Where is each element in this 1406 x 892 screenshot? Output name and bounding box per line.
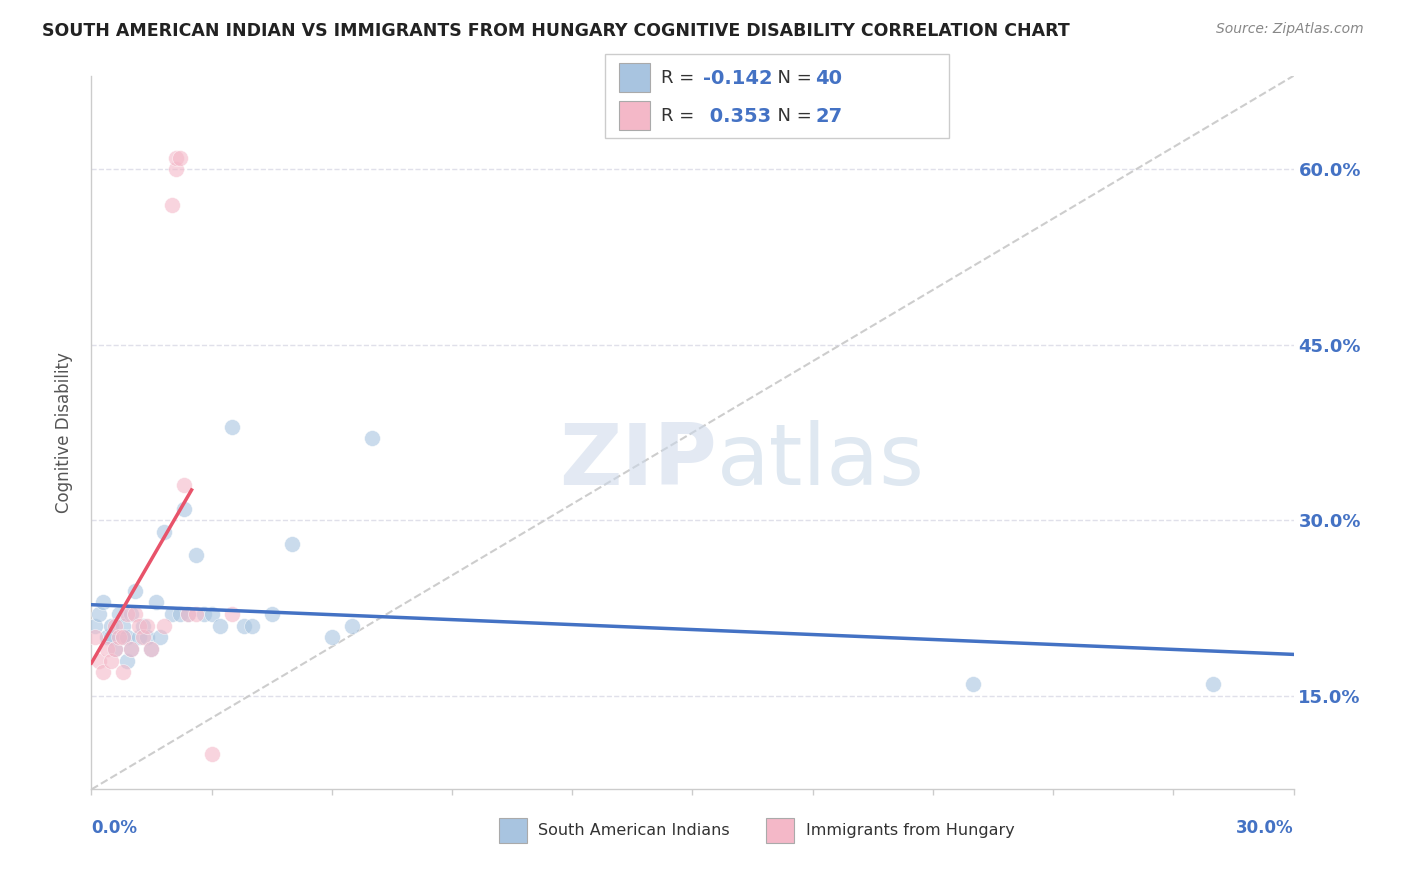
Text: Immigrants from Hungary: Immigrants from Hungary bbox=[806, 823, 1014, 838]
Point bbox=[89, 607, 111, 621]
Point bbox=[173, 501, 195, 516]
Point bbox=[112, 631, 135, 645]
Point bbox=[169, 151, 191, 165]
Point bbox=[100, 618, 122, 632]
Point bbox=[136, 618, 159, 632]
Point bbox=[360, 432, 382, 446]
Point bbox=[176, 607, 198, 621]
Point bbox=[112, 618, 135, 632]
Text: 40: 40 bbox=[815, 69, 842, 87]
Point bbox=[148, 631, 170, 645]
Point bbox=[124, 607, 146, 621]
Text: atlas: atlas bbox=[717, 419, 925, 503]
Point bbox=[112, 631, 135, 645]
Point bbox=[121, 607, 143, 621]
Point bbox=[121, 642, 143, 657]
Point bbox=[962, 677, 984, 691]
Point bbox=[165, 162, 187, 177]
Point bbox=[176, 607, 198, 621]
Text: 0.353: 0.353 bbox=[703, 107, 770, 126]
Text: ZIP: ZIP bbox=[558, 419, 717, 503]
Point bbox=[165, 151, 187, 165]
Point bbox=[93, 665, 115, 680]
Point bbox=[100, 654, 122, 668]
Point bbox=[160, 197, 183, 211]
Text: 0.0%: 0.0% bbox=[91, 819, 138, 837]
Point bbox=[152, 618, 174, 632]
Point bbox=[340, 618, 363, 632]
Point bbox=[141, 642, 163, 657]
Point bbox=[112, 665, 135, 680]
Point bbox=[128, 618, 150, 632]
Point bbox=[96, 631, 118, 645]
Point bbox=[193, 607, 215, 621]
Point bbox=[184, 549, 207, 563]
Point bbox=[221, 607, 243, 621]
Text: -0.142: -0.142 bbox=[703, 69, 773, 87]
Point bbox=[321, 631, 343, 645]
Point bbox=[84, 618, 107, 632]
Point bbox=[260, 607, 283, 621]
Text: N =: N = bbox=[766, 107, 818, 125]
Text: R =: R = bbox=[661, 107, 700, 125]
Point bbox=[281, 537, 304, 551]
Point bbox=[221, 419, 243, 434]
Point bbox=[124, 583, 146, 598]
Text: SOUTH AMERICAN INDIAN VS IMMIGRANTS FROM HUNGARY COGNITIVE DISABILITY CORRELATIO: SOUTH AMERICAN INDIAN VS IMMIGRANTS FROM… bbox=[42, 22, 1070, 40]
Point bbox=[89, 654, 111, 668]
Point bbox=[104, 618, 127, 632]
Point bbox=[104, 642, 127, 657]
Text: N =: N = bbox=[766, 69, 818, 87]
Point bbox=[108, 631, 131, 645]
Point bbox=[117, 654, 139, 668]
Point bbox=[201, 607, 224, 621]
Point bbox=[184, 607, 207, 621]
Point bbox=[93, 595, 115, 609]
Point bbox=[128, 631, 150, 645]
Point bbox=[117, 607, 139, 621]
Point bbox=[145, 595, 167, 609]
Text: Source: ZipAtlas.com: Source: ZipAtlas.com bbox=[1216, 22, 1364, 37]
Point bbox=[132, 618, 155, 632]
Point bbox=[104, 642, 127, 657]
Point bbox=[141, 642, 163, 657]
Point bbox=[117, 631, 139, 645]
Y-axis label: Cognitive Disability: Cognitive Disability bbox=[55, 352, 73, 513]
Point bbox=[169, 607, 191, 621]
Point bbox=[208, 618, 231, 632]
Point bbox=[152, 524, 174, 539]
Point bbox=[100, 631, 122, 645]
Text: 27: 27 bbox=[815, 107, 842, 126]
Text: R =: R = bbox=[661, 69, 700, 87]
Text: South American Indians: South American Indians bbox=[538, 823, 730, 838]
Point bbox=[84, 631, 107, 645]
Point bbox=[136, 631, 159, 645]
Point bbox=[132, 631, 155, 645]
Point bbox=[173, 478, 195, 492]
Point bbox=[1202, 677, 1225, 691]
Point bbox=[160, 607, 183, 621]
Point bbox=[108, 607, 131, 621]
Point bbox=[240, 618, 263, 632]
Point bbox=[121, 642, 143, 657]
Point bbox=[96, 642, 118, 657]
Point bbox=[232, 618, 254, 632]
Text: 30.0%: 30.0% bbox=[1236, 819, 1294, 837]
Point bbox=[201, 747, 224, 762]
